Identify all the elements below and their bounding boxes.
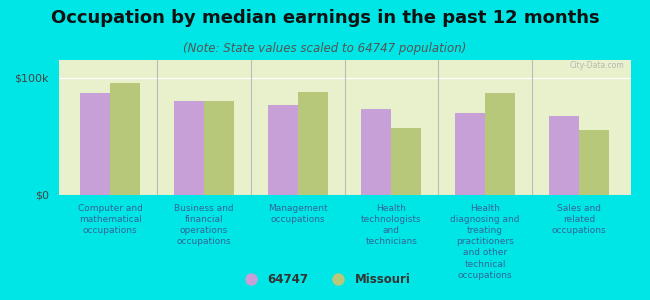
Bar bbox=[549, 116, 579, 195]
Bar bbox=[455, 113, 485, 195]
Bar bbox=[80, 93, 110, 195]
Bar bbox=[485, 93, 515, 195]
Bar bbox=[174, 101, 204, 195]
Bar bbox=[110, 83, 140, 195]
Bar bbox=[204, 101, 234, 195]
Text: (Note: State values scaled to 64747 population): (Note: State values scaled to 64747 popu… bbox=[183, 42, 467, 55]
Bar bbox=[298, 92, 328, 195]
Text: Occupation by median earnings in the past 12 months: Occupation by median earnings in the pas… bbox=[51, 9, 599, 27]
Bar bbox=[268, 105, 298, 195]
Text: City-Data.com: City-Data.com bbox=[570, 61, 625, 70]
Bar bbox=[391, 128, 421, 195]
Bar bbox=[579, 130, 609, 195]
Legend: 64747, Missouri: 64747, Missouri bbox=[235, 269, 415, 291]
Bar bbox=[361, 109, 391, 195]
